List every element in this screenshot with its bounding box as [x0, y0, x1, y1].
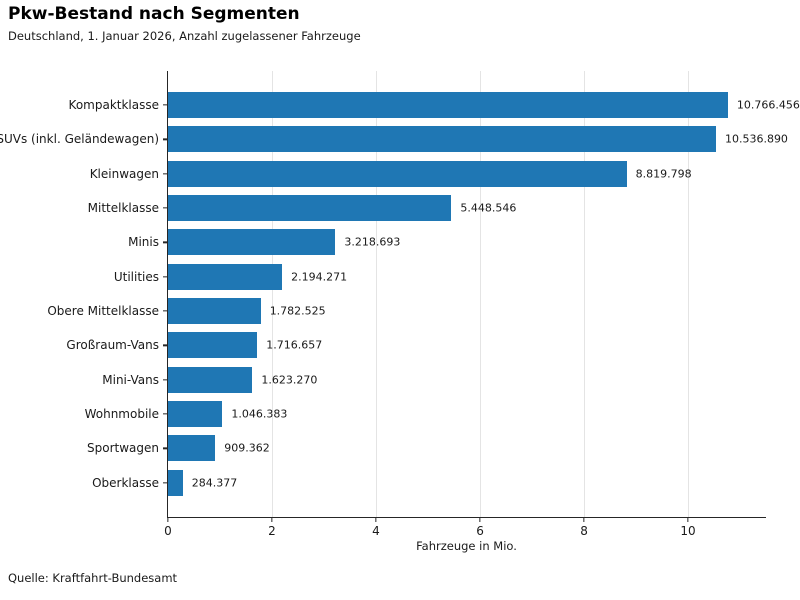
- value-label: 1.046.383: [231, 407, 288, 421]
- bar-row: Kleinwagen 8.819.798: [90, 157, 765, 191]
- bar-rows: Kompaktklasse 10.766.456 SUVs (inkl. Gelän…: [0, 71, 800, 517]
- bar: [168, 195, 452, 222]
- y-axis-spine: [166, 71, 168, 518]
- value-label: 909.362: [224, 441, 270, 455]
- x-tick-mark: [583, 518, 585, 522]
- x-tick-mark: [687, 518, 689, 522]
- bar-row: Minis 3.218.693: [128, 225, 765, 259]
- y-tick-mark: [163, 482, 167, 484]
- category-label: Mittelklasse: [87, 201, 159, 216]
- category-label: Oberklasse: [92, 475, 159, 490]
- y-tick-mark: [163, 447, 167, 450]
- bar-row: Mini-Vans 1.623.270: [102, 363, 765, 397]
- y-tick-mark: [163, 413, 167, 415]
- x-tick-label: 8: [580, 524, 588, 538]
- value-label: 10.766.456: [736, 98, 800, 112]
- bar-row: Utilities 2.194.271: [114, 260, 765, 294]
- gridline-x-8: [584, 71, 586, 517]
- value-label: 5.448.546: [460, 201, 517, 215]
- x-tick-label: 6: [476, 524, 484, 538]
- category-label: Kleinwagen: [89, 166, 159, 181]
- bar-row: Obere Mittelklasse 1.782.525: [47, 294, 765, 328]
- bar-row: Wohnmobile 1.046.383: [85, 397, 765, 431]
- bar-row: Großraum-Vans 1.716.657: [66, 328, 765, 362]
- x-axis: 0 2 4 6 8 10: [164, 518, 765, 548]
- category-label: Sportwagen: [87, 441, 159, 456]
- chart-subtitle: Deutschland, 1. Januar 2026, Anzahl zuge…: [8, 29, 361, 43]
- category-label: Großraum-Vans: [66, 338, 159, 353]
- value-label: 1.782.525: [269, 304, 326, 318]
- y-tick-mark: [163, 344, 167, 347]
- y-tick-mark: [163, 138, 167, 141]
- x-tick-label: 10: [680, 524, 696, 538]
- category-label: Utilities: [113, 269, 159, 284]
- x-tick-mark: [271, 518, 273, 522]
- y-tick-mark: [163, 241, 167, 244]
- value-label: 8.819.798: [635, 167, 692, 181]
- bar: [168, 160, 627, 187]
- bar: [168, 332, 258, 359]
- gridline-x-10: [688, 71, 690, 517]
- value-label: 1.716.657: [266, 338, 323, 352]
- value-label: 3.218.693: [344, 235, 401, 249]
- category-label: Obere Mittelklasse: [47, 304, 159, 319]
- category-label: Kompaktklasse: [68, 98, 159, 113]
- gridline-x-4: [376, 71, 377, 517]
- bar: [168, 366, 253, 393]
- y-tick-mark: [163, 104, 167, 106]
- category-label: Mini-Vans: [102, 372, 159, 387]
- bar: [168, 92, 728, 119]
- y-tick-mark: [163, 310, 167, 312]
- y-tick-mark: [163, 379, 167, 381]
- bar: [168, 435, 216, 462]
- x-tick-label: 2: [268, 524, 276, 538]
- x-tick-label: 4: [372, 524, 380, 538]
- x-tick-mark: [479, 518, 481, 522]
- bar: [168, 298, 261, 325]
- category-label: Minis: [128, 235, 159, 250]
- gridline-x-6: [480, 71, 482, 517]
- x-tick-label: 0: [164, 524, 172, 538]
- value-label: 284.377: [191, 476, 238, 490]
- y-tick-mark: [163, 173, 167, 175]
- bar: [168, 263, 283, 290]
- bar: [168, 469, 183, 496]
- x-axis-spine: [166, 517, 766, 519]
- plot-area: Kompaktklasse 10.766.456 SUVs (inkl. Gelän…: [0, 71, 800, 517]
- category-label: Wohnmobile: [84, 407, 159, 422]
- x-tick-mark: [375, 518, 377, 522]
- category-label: SUVs (inkl. Geländewagen): [0, 132, 159, 147]
- bar-row: Oberklasse 284.377: [92, 466, 765, 500]
- bar-row: Kompaktklasse 10.766.456: [69, 88, 800, 122]
- bar-row: Mittelklasse 5.448.546: [88, 191, 765, 225]
- y-tick-mark: [163, 276, 167, 278]
- source-note: Quelle: Kraftfahrt-Bundesamt: [8, 571, 178, 585]
- x-tick-mark: [167, 518, 169, 522]
- bar-row: Sportwagen 909.362: [87, 431, 765, 465]
- bar: [168, 126, 716, 153]
- gridline-x-2: [272, 71, 273, 517]
- value-label: 2.194.271: [291, 270, 348, 284]
- bar: [168, 229, 336, 256]
- value-label: 10.536.890: [724, 132, 788, 146]
- x-axis-label: Fahrzeuge in Mio.: [416, 539, 517, 553]
- bar-row: SUVs (inkl. Geländewagen) 10.536.890: [0, 122, 788, 156]
- value-label: 1.623.270: [261, 373, 318, 387]
- y-tick-mark: [163, 207, 167, 209]
- chart-title: Pkw-Bestand nach Segmenten: [8, 4, 300, 24]
- bar: [168, 401, 223, 428]
